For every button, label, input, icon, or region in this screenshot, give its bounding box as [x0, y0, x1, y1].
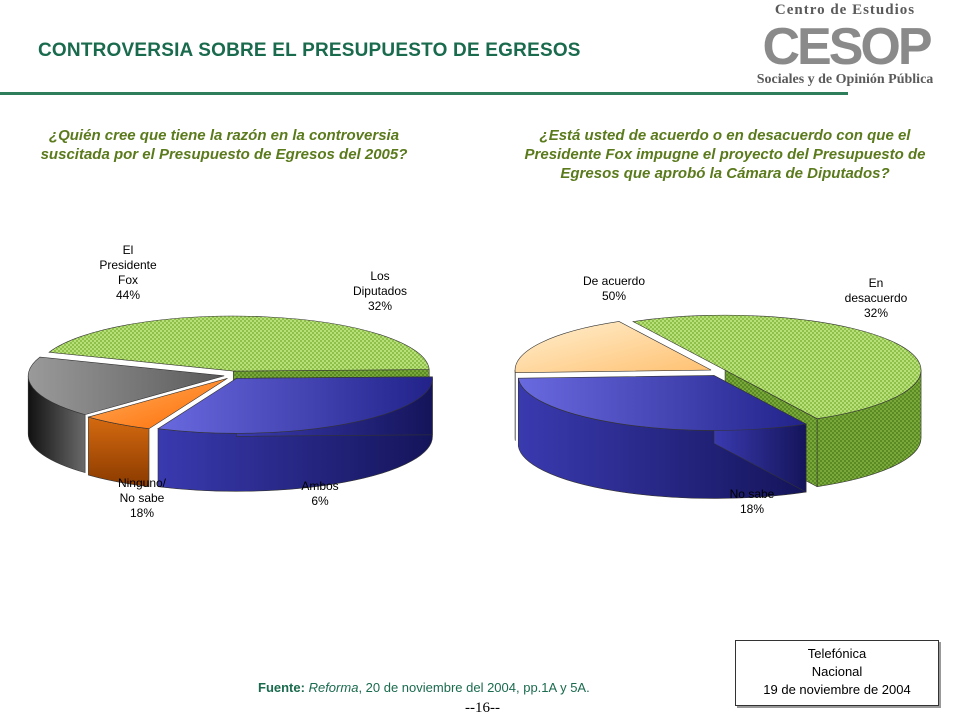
pie-label-line: 32% [864, 306, 888, 320]
pie-slice-ninguno-no-sabe [27, 356, 225, 415]
pie-slice-los-diputados [157, 376, 433, 434]
page-number: --16-- [465, 700, 500, 716]
pie-label: Ambos 6% [301, 479, 338, 508]
pie-slice-ambos [87, 378, 228, 430]
pie-label-line: Fox [118, 273, 138, 287]
logo-wordmark: CESOP [744, 22, 948, 68]
pie-slice-no-sabe [514, 321, 712, 374]
pie-label-line: 18% [740, 502, 764, 516]
survey-note-box: Telefónica Nacional 19 de noviembre de 2… [735, 640, 939, 706]
note-line-3: 19 de noviembre de 2004 [763, 682, 911, 697]
source-publication: Reforma [308, 680, 359, 695]
pie-label-line: Presidente [99, 258, 157, 272]
pie-label-line: 6% [311, 494, 329, 508]
question-right: ¿Está usted de acuerdo o en desacuerdo c… [524, 127, 926, 182]
pie-label-line: 32% [368, 299, 392, 313]
pie-label-line: De acuerdo [583, 274, 645, 288]
note-line-1: Telefónica [807, 646, 867, 661]
pie-label: En desacuerdo 32% [845, 276, 908, 320]
source-label: Fuente: [258, 680, 305, 695]
pie-label-line: En [869, 276, 884, 290]
logo-bottom-text: Sociales y de Opinión Pública [756, 72, 934, 87]
pie-label: El Presidente Fox 44% [99, 243, 157, 302]
question-left: ¿Quién cree que tiene la razón en la con… [40, 127, 408, 163]
page-title: CONTROVERSIA SOBRE EL PRESUPUESTO DE EGR… [38, 40, 581, 61]
pie-chart-right [514, 314, 922, 499]
pie-slice-el-presidente-fox [48, 315, 430, 372]
pie-chart-left [27, 315, 433, 492]
pie-label-line: No sabe [120, 491, 165, 505]
pie-label: De acuerdo 50% [583, 274, 645, 303]
pie-label-line: Diputados [353, 284, 407, 298]
pie-label-line: 18% [130, 506, 154, 520]
pie-label-line: 44% [116, 288, 140, 302]
pie-slice-de-acuerdo [632, 314, 922, 419]
pie-label: Los Diputados 32% [353, 269, 407, 313]
pie-label: No sabe 18% [730, 487, 775, 516]
pie-labels: El Presidente Fox 44%Los Diputados 32%Ambos 6%… [99, 243, 907, 520]
pie-label-line: El [123, 243, 134, 257]
logo-top-text: Centro de Estudios [774, 2, 916, 18]
title-divider [0, 92, 848, 95]
cesop-logo: Centro de Estudios CESOP Sociales y de O… [740, 0, 950, 95]
pie-label-line: desacuerdo [845, 291, 908, 305]
note-line-2: Nacional [811, 664, 863, 679]
source-detail: , 20 de noviembre del 2004, pp.1A y 5A. [358, 680, 590, 695]
pie-label-line: 50% [602, 289, 626, 303]
pie-label: Ninguno/No sabe 18% [118, 476, 167, 520]
pie-slice-en-desacuerdo [517, 375, 808, 431]
pie-label-line: No sabe [730, 487, 775, 501]
pie-label-line: Ambos [301, 479, 338, 493]
logo-word-text: CESOP [762, 22, 930, 68]
source-note: Fuente: Reforma, 20 de noviembre del 200… [258, 680, 590, 695]
pie-label-line: Los [370, 269, 389, 283]
pie-label-line: Ninguno/ [118, 476, 167, 490]
